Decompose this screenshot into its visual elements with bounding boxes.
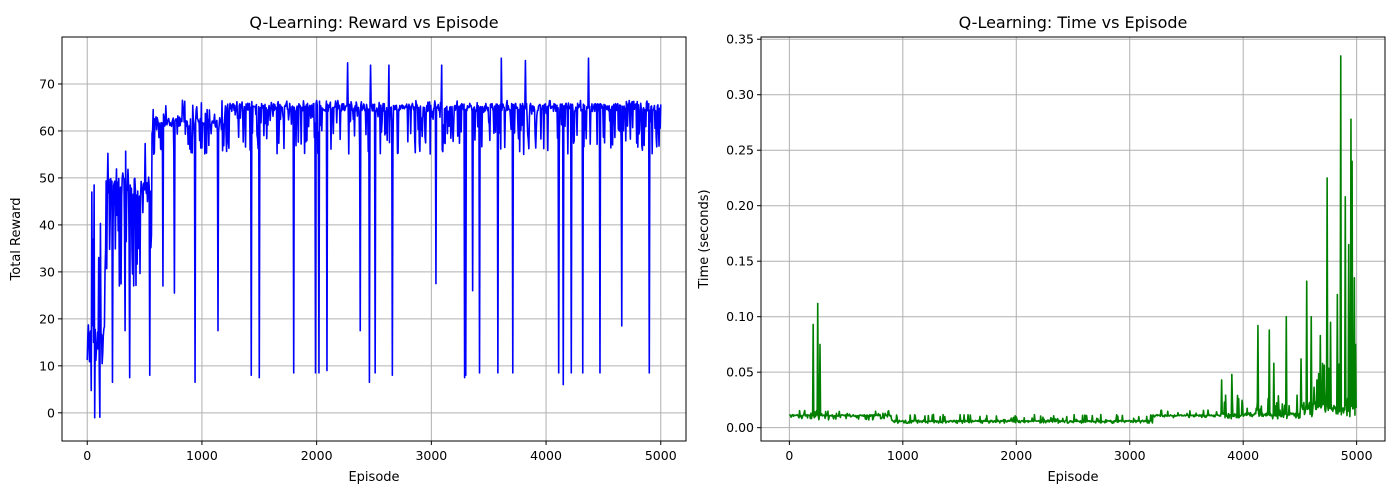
y-tick-label: 0.05: [726, 365, 754, 380]
x-tick-label: 4000: [1227, 448, 1259, 463]
y-tick-label: 60: [39, 123, 55, 138]
x-tick-label: 3000: [415, 448, 447, 463]
y-tick-label: 20: [39, 311, 55, 326]
y-tick-label: 0: [47, 405, 55, 420]
y-tick-label: 0.20: [726, 198, 754, 213]
time-series-line: [789, 55, 1358, 425]
y-tick-label: 0.15: [726, 254, 754, 269]
y-tick-label: 10: [39, 358, 55, 373]
y-tick-label: 0.30: [726, 87, 754, 102]
x-tick-label: 2000: [1000, 448, 1032, 463]
reward-y-axis-label: Total Reward: [9, 198, 24, 282]
time-chart: 0 1000 2000 3000 4000 5000 0.000.050.100.150.…: [697, 13, 1386, 485]
reward-x-ticks: 0 1000 2000 3000 4000 5000: [83, 441, 677, 463]
time-y-ticks: 0.00 0.05 0.10 0.15 0.20 0.25 0.30 0.35: [726, 32, 761, 435]
x-tick-label: 3000: [1114, 448, 1146, 463]
reward-x-axis-label: Episode: [348, 470, 399, 485]
y-tick-label: 0.35: [726, 32, 754, 47]
y-tick-label: 0.25: [726, 143, 754, 158]
reward-series-line: [86, 57, 662, 419]
y-tick-label: 30: [39, 264, 55, 279]
time-chart-title: Q-Learning: Time vs Episode: [959, 13, 1188, 32]
reward-plot-frame: [61, 36, 687, 442]
series-line: [86, 57, 662, 419]
time-grid: [761, 37, 1385, 441]
x-tick-label: 5000: [1341, 448, 1373, 463]
x-tick-label: 1000: [186, 448, 218, 463]
y-tick-label: 40: [39, 217, 55, 232]
x-tick-label: 4000: [530, 448, 562, 463]
reward-chart-title: Q-Learning: Reward vs Episode: [249, 13, 498, 32]
y-tick-label: 0.10: [726, 309, 754, 324]
series-line: [789, 55, 1358, 425]
time-x-ticks: 0 1000 2000 3000 4000 5000: [785, 441, 1373, 463]
reward-chart: 0 1000 2000 3000 4000 5000 0 10 20 30 40 50 60 70 Q-…: [9, 13, 687, 485]
x-tick-label: 0: [83, 448, 91, 463]
reward-y-ticks: 0 10 20 30 40 50 60 70: [39, 76, 62, 420]
x-tick-label: 1000: [887, 448, 919, 463]
x-tick-label: 5000: [645, 448, 677, 463]
y-tick-label: 70: [39, 76, 55, 91]
x-tick-label: 2000: [301, 448, 333, 463]
time-plot-frame: [760, 36, 1386, 442]
y-tick-label: 50: [39, 170, 55, 185]
time-x-axis-label: Episode: [1047, 470, 1098, 485]
x-tick-label: 0: [785, 448, 793, 463]
time-y-axis-label: Time (seconds): [697, 189, 712, 289]
y-tick-label: 0.00: [726, 420, 754, 435]
